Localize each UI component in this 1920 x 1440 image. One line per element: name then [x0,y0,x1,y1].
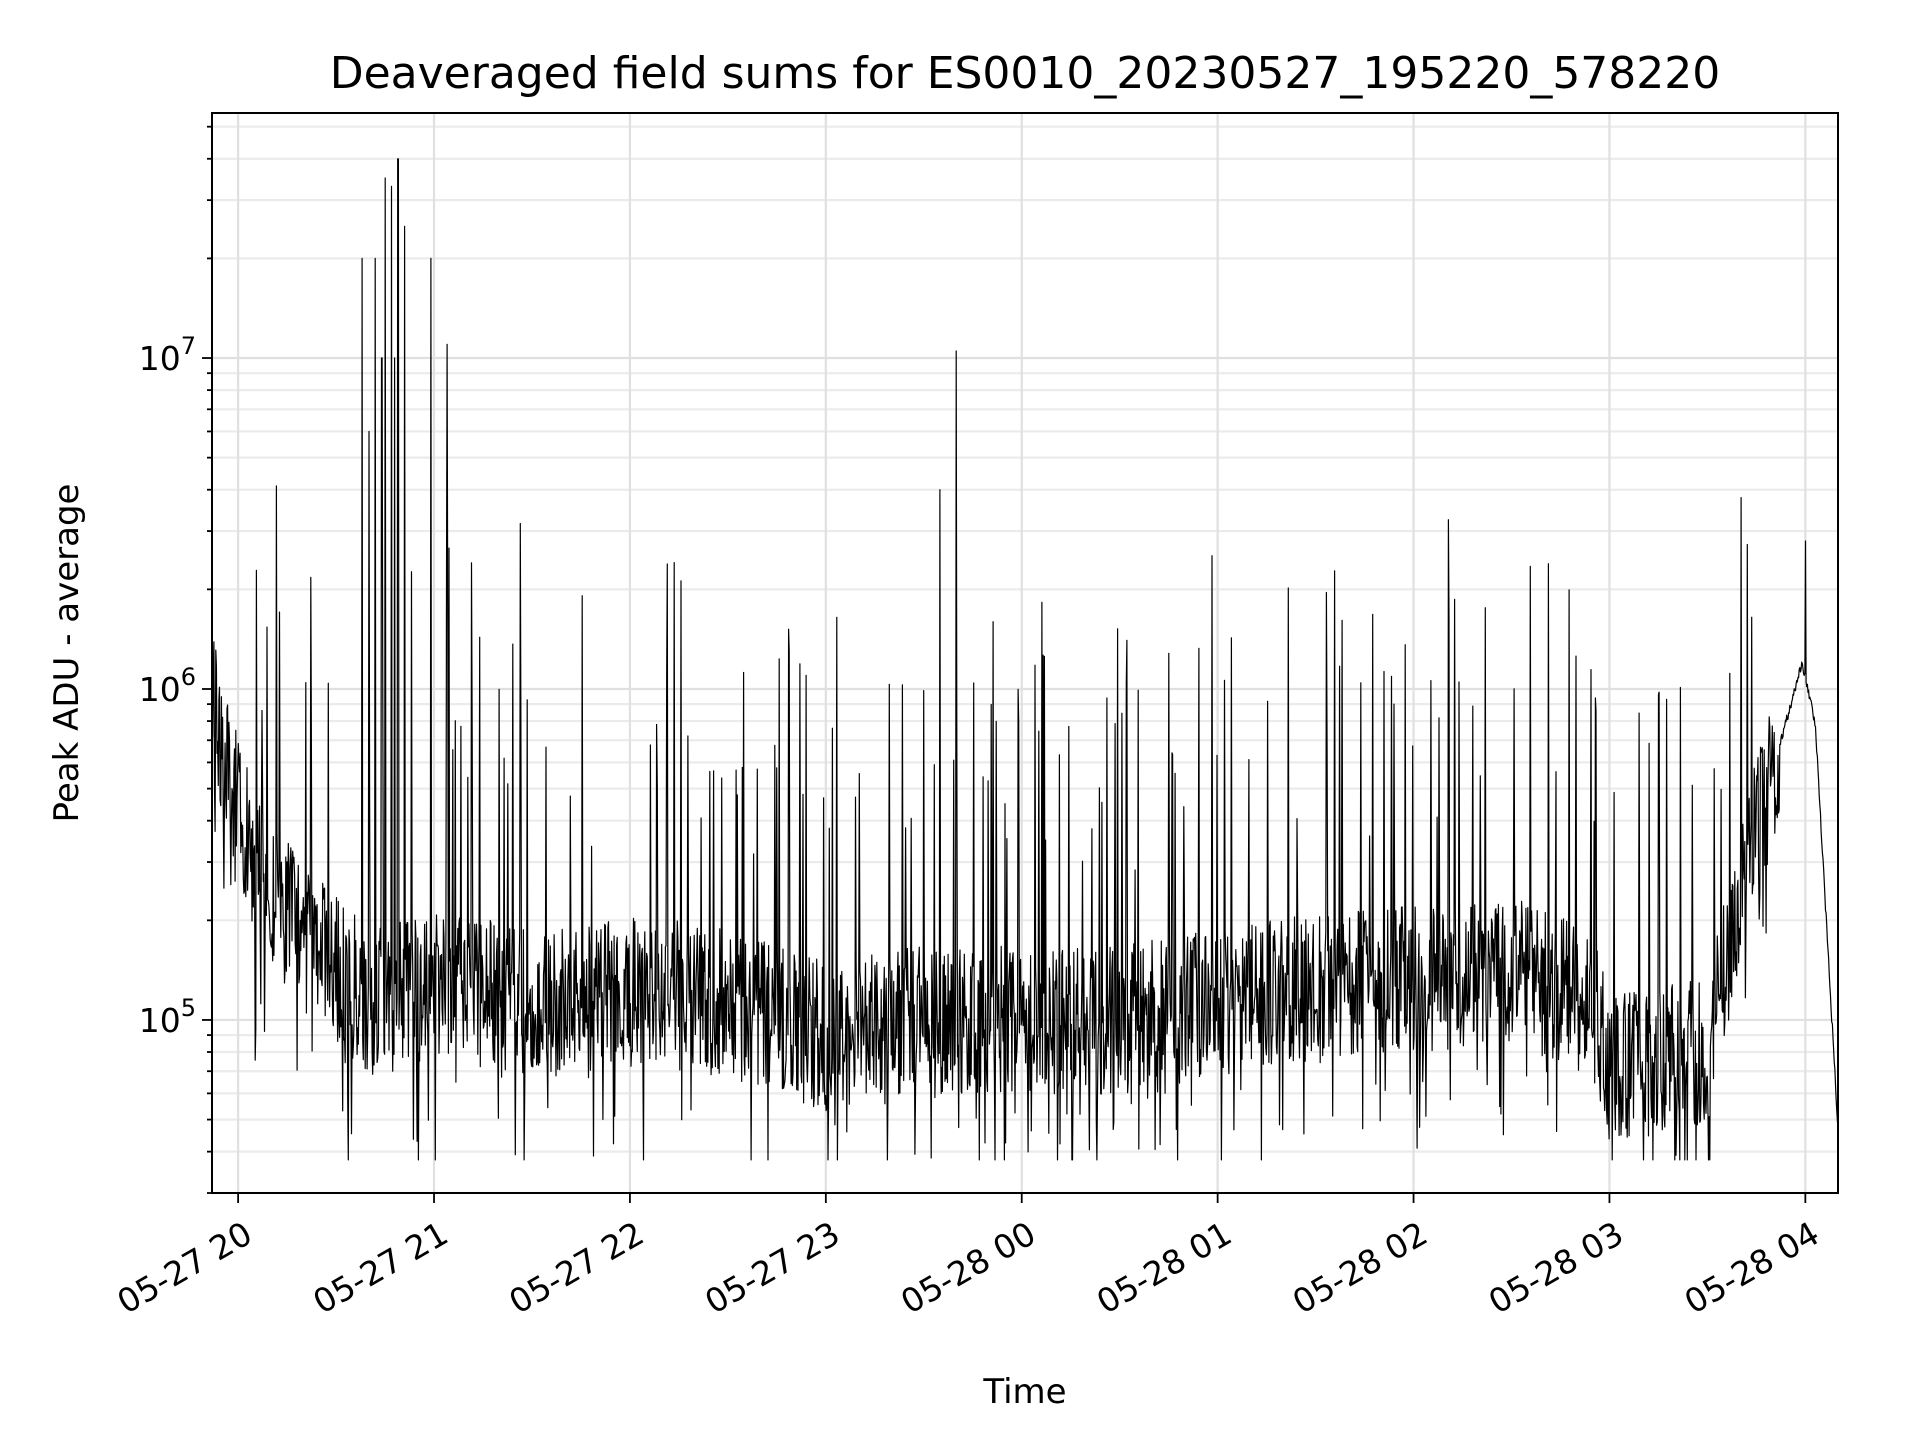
y-tick-label: 105 [139,994,196,1040]
x-tick-label: 05-28 01 [1090,1214,1238,1322]
x-tick-label: 05-28 03 [1482,1214,1630,1322]
x-ticks: 05-27 20 05-27 21 05-27 22 05-27 23 05-28 00… [111,1193,1826,1322]
x-tick-label: 05-27 21 [306,1214,454,1322]
x-tick-label: 05-28 00 [894,1214,1042,1322]
y-axis-label: Peak ADU - average [47,484,87,823]
y-tick-base: 10 [139,339,181,378]
x-tick-label: 05-27 22 [502,1214,650,1322]
x-tick-label: 05-28 02 [1286,1214,1434,1322]
grid-minor [212,125,1838,1195]
plot-series [211,158,1839,1161]
y-tick-base: 10 [139,1001,181,1040]
series-line [211,158,1839,1161]
y-tick-exponent: 6 [181,663,196,691]
x-axis-label: Time [982,1372,1066,1412]
y-tick-exponent: 5 [181,994,196,1022]
x-tick-label: 05-27 20 [111,1214,259,1322]
x-tick-label: 05-28 04 [1678,1214,1826,1322]
plot-frame [211,112,1839,1194]
y-tick-label: 107 [139,332,196,378]
y-tick-base: 10 [139,670,181,709]
y-tick-label: 106 [139,663,196,709]
chart-title: Deaveraged field sums for ES0010_2023052… [330,48,1721,99]
x-tick-label: 05-27 23 [698,1214,846,1322]
y-tick-exponent: 7 [181,332,196,360]
